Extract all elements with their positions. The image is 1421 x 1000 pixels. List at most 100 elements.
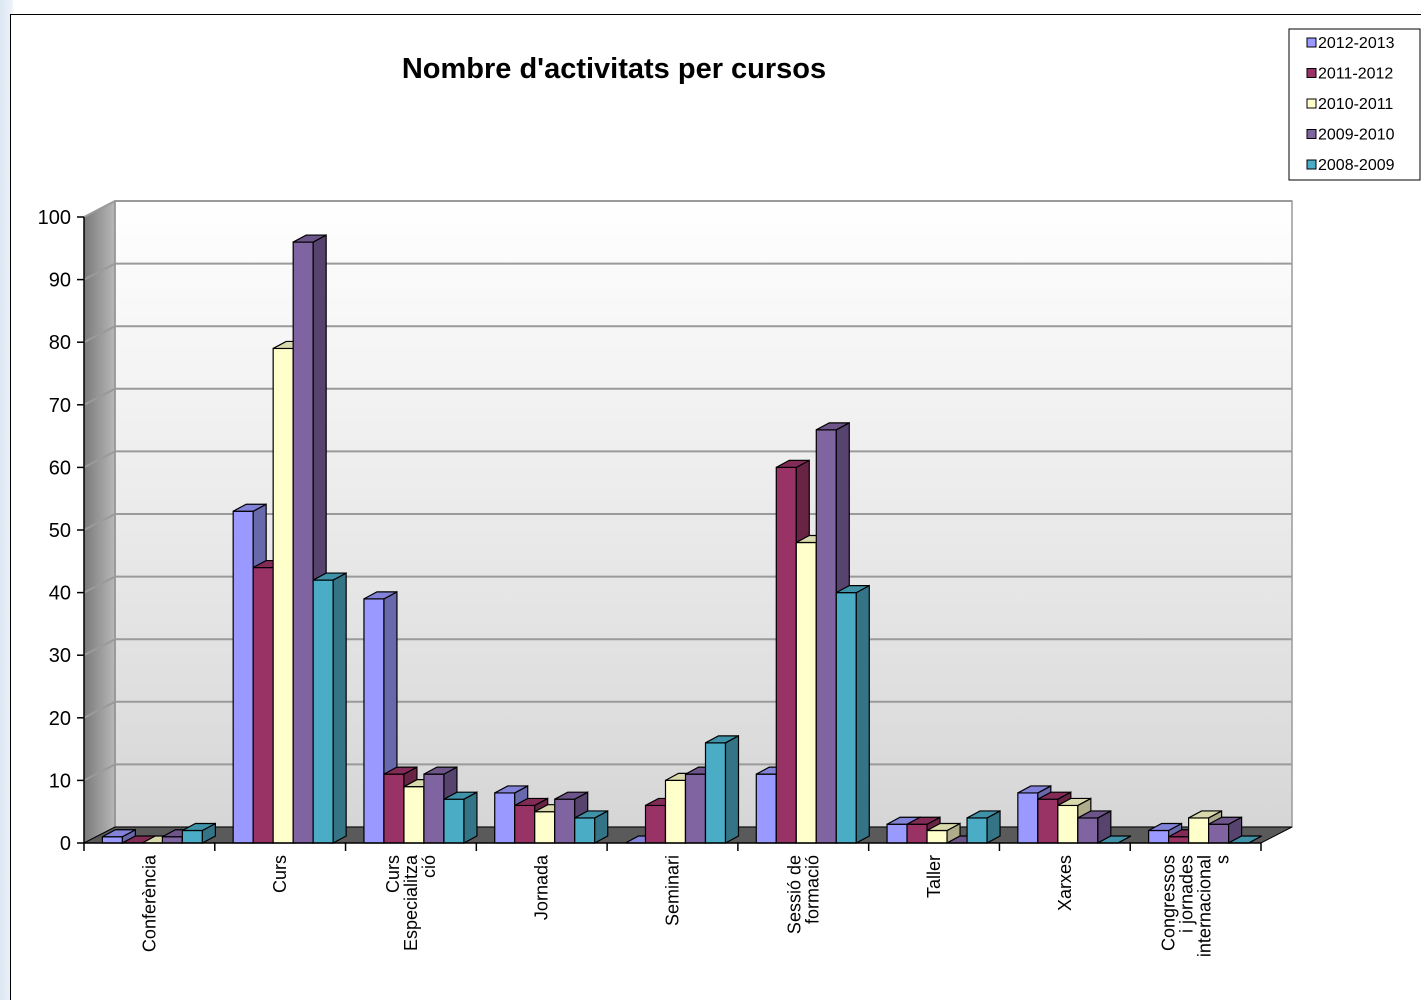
bar-front [514,804,536,844]
gridline [83,262,1292,281]
gridline [83,450,1292,469]
bar-front [252,566,274,844]
bar-front [755,773,777,844]
bar-side [724,734,740,845]
bar-front [423,773,445,844]
x-tick-label: Congressosi jornadesinternacionals [1159,855,1233,957]
bar-top [835,584,870,594]
bar-top [815,422,850,431]
bar-top [383,766,418,775]
gridline [83,513,1292,531]
y-tick-label: 40 [49,583,71,605]
bar [1208,816,1243,845]
bar [1077,809,1112,845]
legend: 2012-2013 2011-2012 2010-2011 2009-2010 2008… [1288,28,1421,181]
bar-top [926,822,961,832]
bar [835,584,870,845]
x-tick-label: Taller [924,855,944,898]
bar-top [1148,822,1182,832]
bar-front [704,742,727,844]
legend-label: 2009-2010 [1318,127,1395,144]
bar-front [272,347,294,844]
x-tick-label: Jornada [532,854,552,920]
bar-top [1208,816,1242,825]
y-tick-label: 20 [49,708,71,730]
bar-front [383,773,405,844]
legend-swatch [1306,129,1317,139]
legend-swatch [1306,98,1317,109]
x-axis: Conferència Curs CursEspecialització Jornad… [83,842,1262,957]
bar-front [1188,817,1210,844]
x-tick-label: Seminari [663,855,683,926]
gridline [83,763,1292,782]
bar-top [182,822,216,832]
bar-front [232,510,254,844]
bar-top [1037,791,1072,800]
bar-front [906,823,928,844]
bar-front [926,829,948,844]
bar [181,822,216,845]
y-tick-label: 30 [49,645,71,667]
bar-front [886,823,908,844]
bar-side [855,584,870,845]
bar-front [534,811,556,844]
legend-swatch [1306,159,1317,170]
bar-top [232,503,267,512]
bar-top [292,234,327,243]
bar-top [705,735,739,744]
bar-top [574,810,609,819]
bar [443,791,478,845]
bar-front [815,429,837,844]
bar-front [1037,798,1059,844]
legend-label: 2011-2012 [1318,66,1393,83]
bar-top [494,785,529,794]
bar-top [443,791,478,800]
gridline [83,325,1292,344]
y-tick-label: 50 [49,520,71,542]
gridline [83,575,1292,594]
bar-front [312,579,334,844]
bar-front [684,773,707,844]
bar-front [1077,817,1099,844]
legend-label: 2012-2013 [1318,35,1395,52]
legend-swatch [1306,37,1317,48]
bar-front [664,779,687,844]
chart: 0 10 20 30 40 50 60 70 80 90 100 Conferència Curs Cu… [38,28,1421,957]
y-tick-label: 100 [38,207,71,229]
legend-label: 2010-2011 [1318,96,1393,113]
bar-top [554,791,589,800]
bar-side [463,791,478,845]
bar-front [1148,829,1170,844]
bar-front [795,541,817,844]
gridline [83,387,1292,406]
y-tick-label: 10 [49,770,71,792]
bar-front [494,792,516,844]
bar-top [1017,785,1052,794]
bar-top [363,591,398,600]
y-tick-label: 60 [49,457,71,479]
bar-top [1057,797,1092,807]
y-tick-label: 70 [49,395,71,417]
bar-top [966,810,1001,819]
x-tick-label: CursEspecialització [383,854,439,951]
bar [966,809,1001,845]
bar-front [554,798,576,844]
y-axis: 0 10 20 30 40 50 60 70 80 90 100 [38,207,85,855]
x-tick-label: Curs [270,855,290,893]
bar-top [1188,810,1222,819]
bar-top [1077,810,1112,819]
bars [101,234,1262,845]
bar-front [1017,792,1039,844]
gridline [83,200,1292,218]
legend-swatch [1306,68,1317,78]
bar-front [644,804,667,844]
bar-front [1057,804,1079,844]
chart-frame: 0 10 20 30 40 50 60 70 80 90 100 Conferència Curs Cu… [10,14,1421,1000]
bar-front [101,836,123,844]
bar-front [1208,823,1230,844]
bar-front [775,466,797,844]
x-tick-label: Xarxes [1055,855,1075,911]
bar-front [363,598,385,844]
bar-front [181,829,203,844]
bar [704,734,740,845]
